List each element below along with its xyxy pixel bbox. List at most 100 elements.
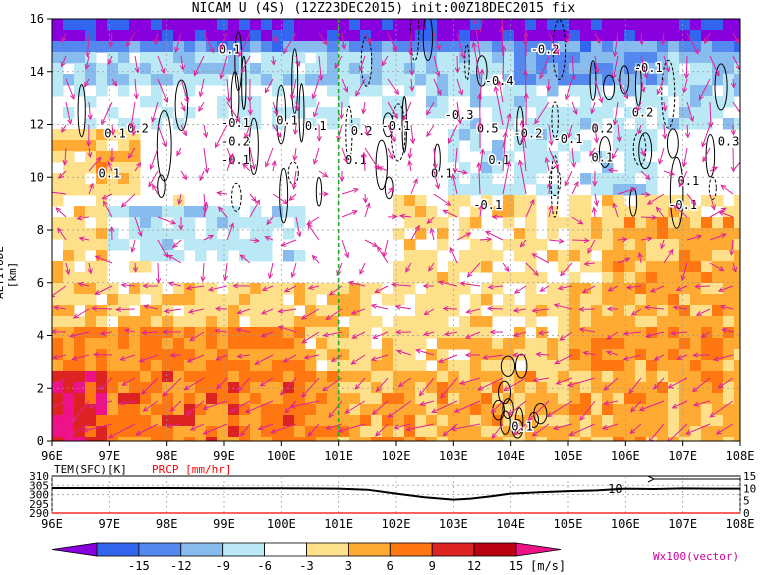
u-field-cell [580,426,592,438]
contour-line [248,117,259,175]
u-field-cell [393,327,405,339]
u-field-cell [547,426,559,438]
subplot-x-tick-label: 102E [382,517,411,531]
wind-vector-head [347,280,355,286]
contour-line [502,398,514,419]
subplot-x-tick-label: 108E [726,517,755,531]
u-field-cell [569,294,581,306]
wind-vector-shaft [640,32,643,45]
u-field-cell [470,426,482,438]
x-tick-label: 103E [439,449,468,463]
u-field-cell [459,415,471,427]
u-field-cell [613,371,625,383]
u-field-cell [327,426,339,438]
u-field-cell [283,316,295,328]
wind-vector-shaft [338,423,366,432]
u-field-cell [536,140,548,152]
u-field-cell [118,206,130,218]
u-field-cell [283,338,295,350]
u-field-cell [624,371,636,383]
u-field-cell [492,349,504,361]
u-field-cell [228,327,240,339]
u-field-cell [85,74,97,86]
contour-line [401,95,408,153]
u-field-cell [690,371,702,383]
u-field-cell [129,217,141,229]
u-field-cell [96,184,108,196]
wind-vector-head [645,332,652,339]
u-field-cell [635,294,647,306]
u-field-cell [52,30,64,42]
wind-vector-head [330,356,337,363]
u-field-cell [569,129,581,141]
wind-vector-shaft [180,55,184,70]
wind-vector-shaft [142,331,159,334]
wind-vector-shaft [663,55,670,72]
u-field-cell [646,349,658,361]
wind-vector-shaft [190,423,205,431]
u-field-cell [448,283,460,295]
u-field-cell [459,30,471,42]
u-field-cell [316,437,328,441]
u-field-cell [162,107,174,119]
u-field-cell [734,360,740,372]
u-field-cell [723,382,735,394]
u-field-cell [635,107,647,119]
u-field-cell [591,393,603,405]
u-field-cell [525,41,537,53]
x-tick-label: 100E [267,449,296,463]
wind-vector-shaft [502,46,505,80]
wind-vector-shaft [249,193,257,202]
u-field-cell [250,19,262,31]
u-field-cell [470,305,482,317]
wind-vector-head [198,91,204,98]
wind-vector-shaft [157,55,165,74]
wind-vector-shaft [565,78,573,100]
wind-vector-head [501,45,507,52]
u-field-cell [96,426,108,438]
wind-vector-head [60,61,66,68]
wind-vector-shaft [224,262,228,281]
u-field-cell [393,272,405,284]
u-field-cell [470,316,482,328]
u-field-cell [613,415,625,427]
u-field-cell [360,349,372,361]
u-field-cell [558,19,570,31]
wind-vector-head [435,70,441,78]
wind-vector-shaft [502,161,510,195]
u-field-cell [569,206,581,218]
u-field-cell [349,316,361,328]
u-field-cell [657,371,669,383]
u-field-cell [327,107,339,119]
u-field-cell [415,360,427,372]
u-field-cell [492,283,504,295]
u-field-cell [239,415,251,427]
wind-vector-shaft [594,55,598,74]
wind-vector-shaft [216,354,228,361]
u-field-cell [470,294,482,306]
wind-vector-head [109,225,115,232]
wind-vector-shaft [410,124,414,144]
wind-vector-shaft [571,55,575,80]
wind-vector-head [548,140,554,147]
u-field-cell [624,316,636,328]
u-field-cell [635,217,647,229]
u-field-cell [602,19,614,31]
u-field-cell [272,404,284,416]
u-field-cell [393,437,405,441]
u-field-cell [635,283,647,295]
u-field-cell [371,437,383,441]
u-field-cell [272,52,284,64]
u-field-cell [635,371,647,383]
u-field-cell [602,173,614,185]
u-field-cell [536,74,548,86]
u-field-cell [316,327,328,339]
u-field-cell [382,426,394,438]
u-field-cell [360,52,372,64]
wind-vector-shaft [387,101,398,119]
wind-vector-shaft [392,284,412,287]
u-field-cell [316,382,328,394]
u-field-cell [415,371,427,383]
u-field-cell [294,19,306,31]
wind-vector-head [259,381,266,387]
